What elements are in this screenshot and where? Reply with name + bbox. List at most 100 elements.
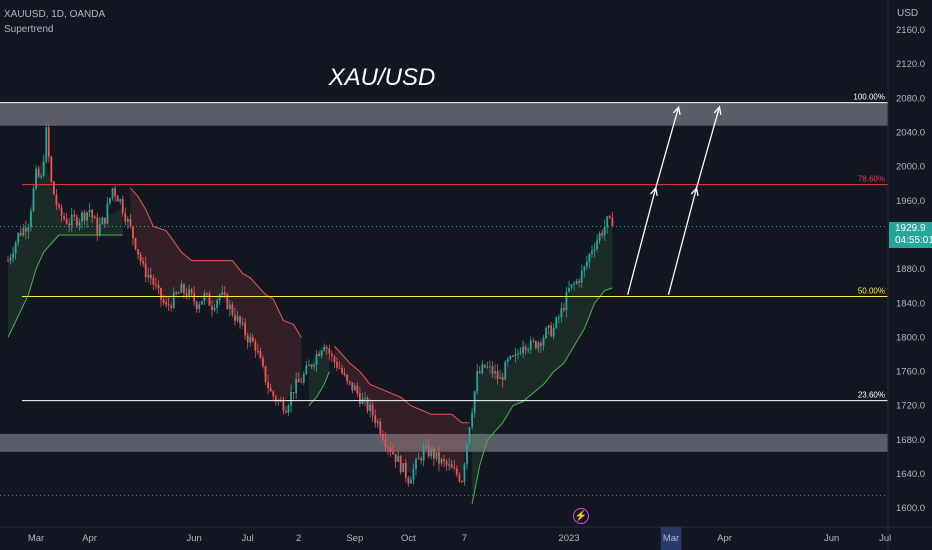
candle-body xyxy=(86,212,88,221)
candle-body xyxy=(109,198,111,204)
arrow-head xyxy=(713,105,722,115)
candle-body xyxy=(116,195,119,202)
candle-body xyxy=(272,391,275,397)
candle-body xyxy=(420,458,422,461)
candle-body xyxy=(499,377,502,379)
candle-body xyxy=(542,337,545,346)
candle-body xyxy=(292,392,295,394)
price-tick-label: 1600.0 xyxy=(896,503,925,514)
time-tick-label: 2 xyxy=(296,533,301,544)
candle-body xyxy=(27,227,30,232)
candle-body xyxy=(593,248,596,251)
candle-body xyxy=(341,367,343,374)
candle-body xyxy=(305,365,308,375)
candle-body xyxy=(325,346,328,349)
candle-body xyxy=(466,443,468,465)
candle-body xyxy=(343,373,346,375)
candle-body xyxy=(392,451,394,455)
price-tick-label: 1800.0 xyxy=(896,332,925,343)
candle-body xyxy=(463,464,466,482)
candle-body xyxy=(60,207,63,216)
candle-body xyxy=(432,448,435,459)
candle-body xyxy=(578,280,581,283)
candle-body xyxy=(246,335,249,343)
price-tick-label: 2160.0 xyxy=(896,25,925,36)
candle-body xyxy=(430,448,433,457)
candle-body xyxy=(374,415,377,424)
candle-body xyxy=(147,274,150,278)
price-tick-label: 1840.0 xyxy=(896,298,925,309)
candle-body xyxy=(427,444,430,457)
candle-body xyxy=(545,328,547,338)
candle-body xyxy=(75,216,78,226)
candle-body xyxy=(132,226,134,239)
candle-body xyxy=(218,294,221,301)
candle-body xyxy=(598,233,601,241)
candle-body xyxy=(397,456,400,462)
candle-body xyxy=(213,308,216,311)
candle-body xyxy=(394,454,397,462)
candle-body xyxy=(290,392,292,406)
candle-body xyxy=(458,474,461,482)
candle-body xyxy=(514,354,517,357)
candle-body xyxy=(58,204,60,208)
time-axis[interactable]: Mar Apr Jun Jul 2 Sep Oct 7 2023 Mar Apr Jun Jul xyxy=(0,526,932,550)
price-axis[interactable]: 1600.0 1640.0 1680.0 1720.0 1760.0 1800.0 1840… xyxy=(887,0,925,550)
candle-body xyxy=(478,371,481,373)
candle-body xyxy=(126,218,129,222)
candle-body xyxy=(448,464,451,466)
candle-body xyxy=(588,253,591,262)
candle-body xyxy=(522,346,524,353)
supertrend-line-up xyxy=(471,287,613,504)
supertrend-line-down xyxy=(334,345,470,424)
candle-body xyxy=(83,212,86,221)
candle-body xyxy=(12,253,14,258)
candle-body xyxy=(216,300,218,309)
candle-body xyxy=(346,374,349,382)
candle-body xyxy=(583,266,586,271)
candle-body xyxy=(476,371,479,392)
candle-body xyxy=(236,316,239,321)
candle-body xyxy=(300,382,303,384)
candle-body xyxy=(101,217,104,225)
candle-body xyxy=(504,362,507,380)
candle-body xyxy=(24,227,27,232)
candle-body xyxy=(165,302,167,305)
candle-body xyxy=(96,218,99,236)
price-tick-label: 1960.0 xyxy=(896,196,925,207)
candle-body xyxy=(262,358,264,367)
candle-body xyxy=(234,314,236,321)
candle-body xyxy=(417,458,420,460)
candle-body xyxy=(565,291,568,311)
chart-title: XAU/USD xyxy=(328,64,436,91)
candle-body xyxy=(333,356,336,363)
candle-body xyxy=(195,301,198,309)
symbol-info[interactable]: XAUUSD, 1D, OANDA xyxy=(4,9,106,20)
upper-resistance-zone xyxy=(0,102,888,126)
last-price-value: 1929.9 xyxy=(895,223,926,234)
candle-body xyxy=(519,352,522,354)
candle-body xyxy=(104,217,106,224)
candle-body xyxy=(188,289,190,297)
candle-body xyxy=(494,370,496,374)
candle-body xyxy=(591,250,593,254)
price-tick-label: 1680.0 xyxy=(896,435,925,446)
candle-body xyxy=(175,292,178,294)
candle-body xyxy=(198,304,201,309)
price-tick-label: 1640.0 xyxy=(896,469,925,480)
lower-support-zone xyxy=(0,433,888,452)
candle-body xyxy=(91,209,94,217)
projection-arrow xyxy=(655,106,680,189)
lightning-icon[interactable]: ⚡ xyxy=(573,508,589,524)
candle-body xyxy=(269,387,272,392)
candle-body xyxy=(509,355,512,360)
candle-body xyxy=(575,280,578,284)
candle-body xyxy=(40,175,43,177)
candle-body xyxy=(193,293,196,302)
time-tick-label: Jun xyxy=(824,533,839,544)
indicator-label[interactable]: Supertrend xyxy=(4,24,54,35)
candle-body xyxy=(22,227,25,236)
candle-body xyxy=(471,412,473,428)
